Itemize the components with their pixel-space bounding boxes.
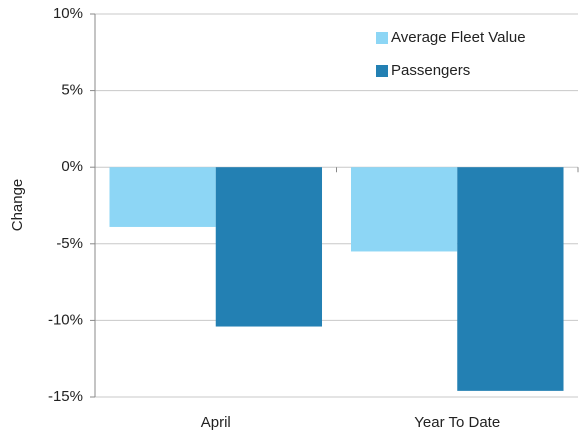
y-tick-label: -10% <box>48 311 83 328</box>
y-tick-label: 0% <box>61 158 83 175</box>
x-tick-label: April <box>201 414 231 431</box>
legend-label: Passengers <box>391 62 470 79</box>
y-tick-label: -5% <box>56 235 83 252</box>
y-axis-label: Change <box>9 179 26 232</box>
y-tick-label: 5% <box>61 82 83 99</box>
bar <box>109 167 216 227</box>
x-tick-label: Year To Date <box>414 414 500 431</box>
legend-swatch <box>376 32 388 44</box>
bar <box>350 167 458 252</box>
y-tick-label: 10% <box>53 5 83 22</box>
bar <box>215 167 323 327</box>
legend-label: Average Fleet Value <box>391 29 526 46</box>
bar <box>457 167 564 391</box>
legend-swatch <box>376 65 388 77</box>
y-tick-label: -15% <box>48 388 83 405</box>
